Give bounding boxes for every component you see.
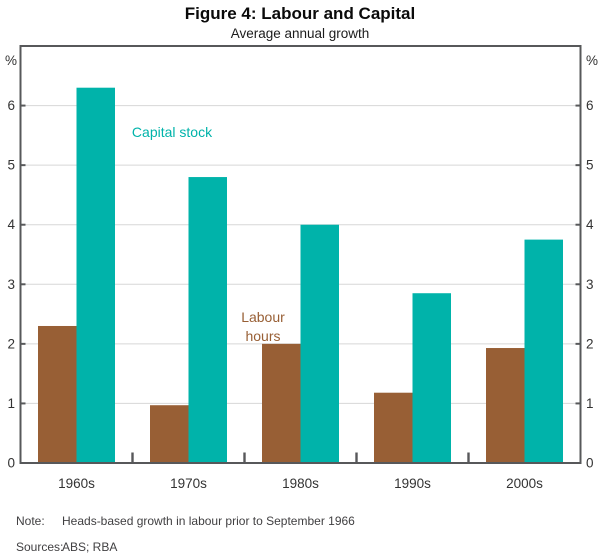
y-axis-unit-left: % (5, 53, 17, 68)
y-tick-label-left-6: 6 (7, 98, 15, 113)
bar-capital-stock-1970s (188, 177, 227, 464)
bar-labour-hours-1990s (374, 392, 413, 463)
y-tick-label-right-3: 3 (586, 277, 594, 292)
sources-text: ABS; RBA (62, 540, 118, 554)
y-tick-label-right-1: 1 (586, 396, 594, 411)
y-tick-label-left-1: 1 (7, 396, 15, 411)
y-tick-label-right-2: 2 (586, 336, 594, 351)
bar-labour-hours-1970s (150, 405, 189, 463)
figure-subtitle: Average annual growth (230, 26, 370, 41)
bar-labour-hours-1980s (262, 343, 301, 463)
sources-label: Sources: (16, 540, 64, 554)
plot-frame (19, 45, 582, 464)
y-tick-label-right-4: 4 (586, 217, 594, 232)
bar-labour-hours-1960s (38, 325, 77, 463)
series-label-labour-hours-line-1: Labour (241, 309, 285, 325)
bar-capital-stock-1980s (300, 224, 339, 463)
bar-capital-stock-1990s (412, 293, 451, 463)
y-tick-label-right-5: 5 (586, 158, 594, 173)
bar-capital-stock-2000s (524, 239, 563, 463)
y-tick-label-left-0: 0 (7, 456, 15, 471)
figure-title: Figure 4: Labour and Capital (184, 4, 416, 23)
y-tick-label-left-2: 2 (7, 336, 15, 351)
x-tick-label-1990s: 1990s (394, 476, 431, 491)
y-tick-label-right-6: 6 (586, 98, 594, 113)
y-tick-label-right-0: 0 (586, 456, 594, 471)
series-label-labour-hours-line-2: hours (245, 328, 280, 344)
bar-capital-stock-1960s (76, 87, 115, 463)
y-tick-label-left-5: 5 (7, 158, 15, 173)
note-label: Note: (16, 514, 45, 528)
series-label-capital-stock: Capital stock (132, 124, 213, 140)
y-tick-label-left-3: 3 (7, 277, 15, 292)
x-tick-label-1980s: 1980s (282, 476, 319, 491)
x-tick-label-2000s: 2000s (506, 476, 543, 491)
x-tick-label-1960s: 1960s (58, 476, 95, 491)
bar-labour-hours-2000s (486, 348, 525, 463)
y-tick-label-left-4: 4 (7, 217, 15, 232)
note-text: Heads-based growth in labour prior to Se… (62, 514, 355, 528)
x-tick-label-1970s: 1970s (170, 476, 207, 491)
y-axis-unit-right: % (586, 53, 598, 68)
